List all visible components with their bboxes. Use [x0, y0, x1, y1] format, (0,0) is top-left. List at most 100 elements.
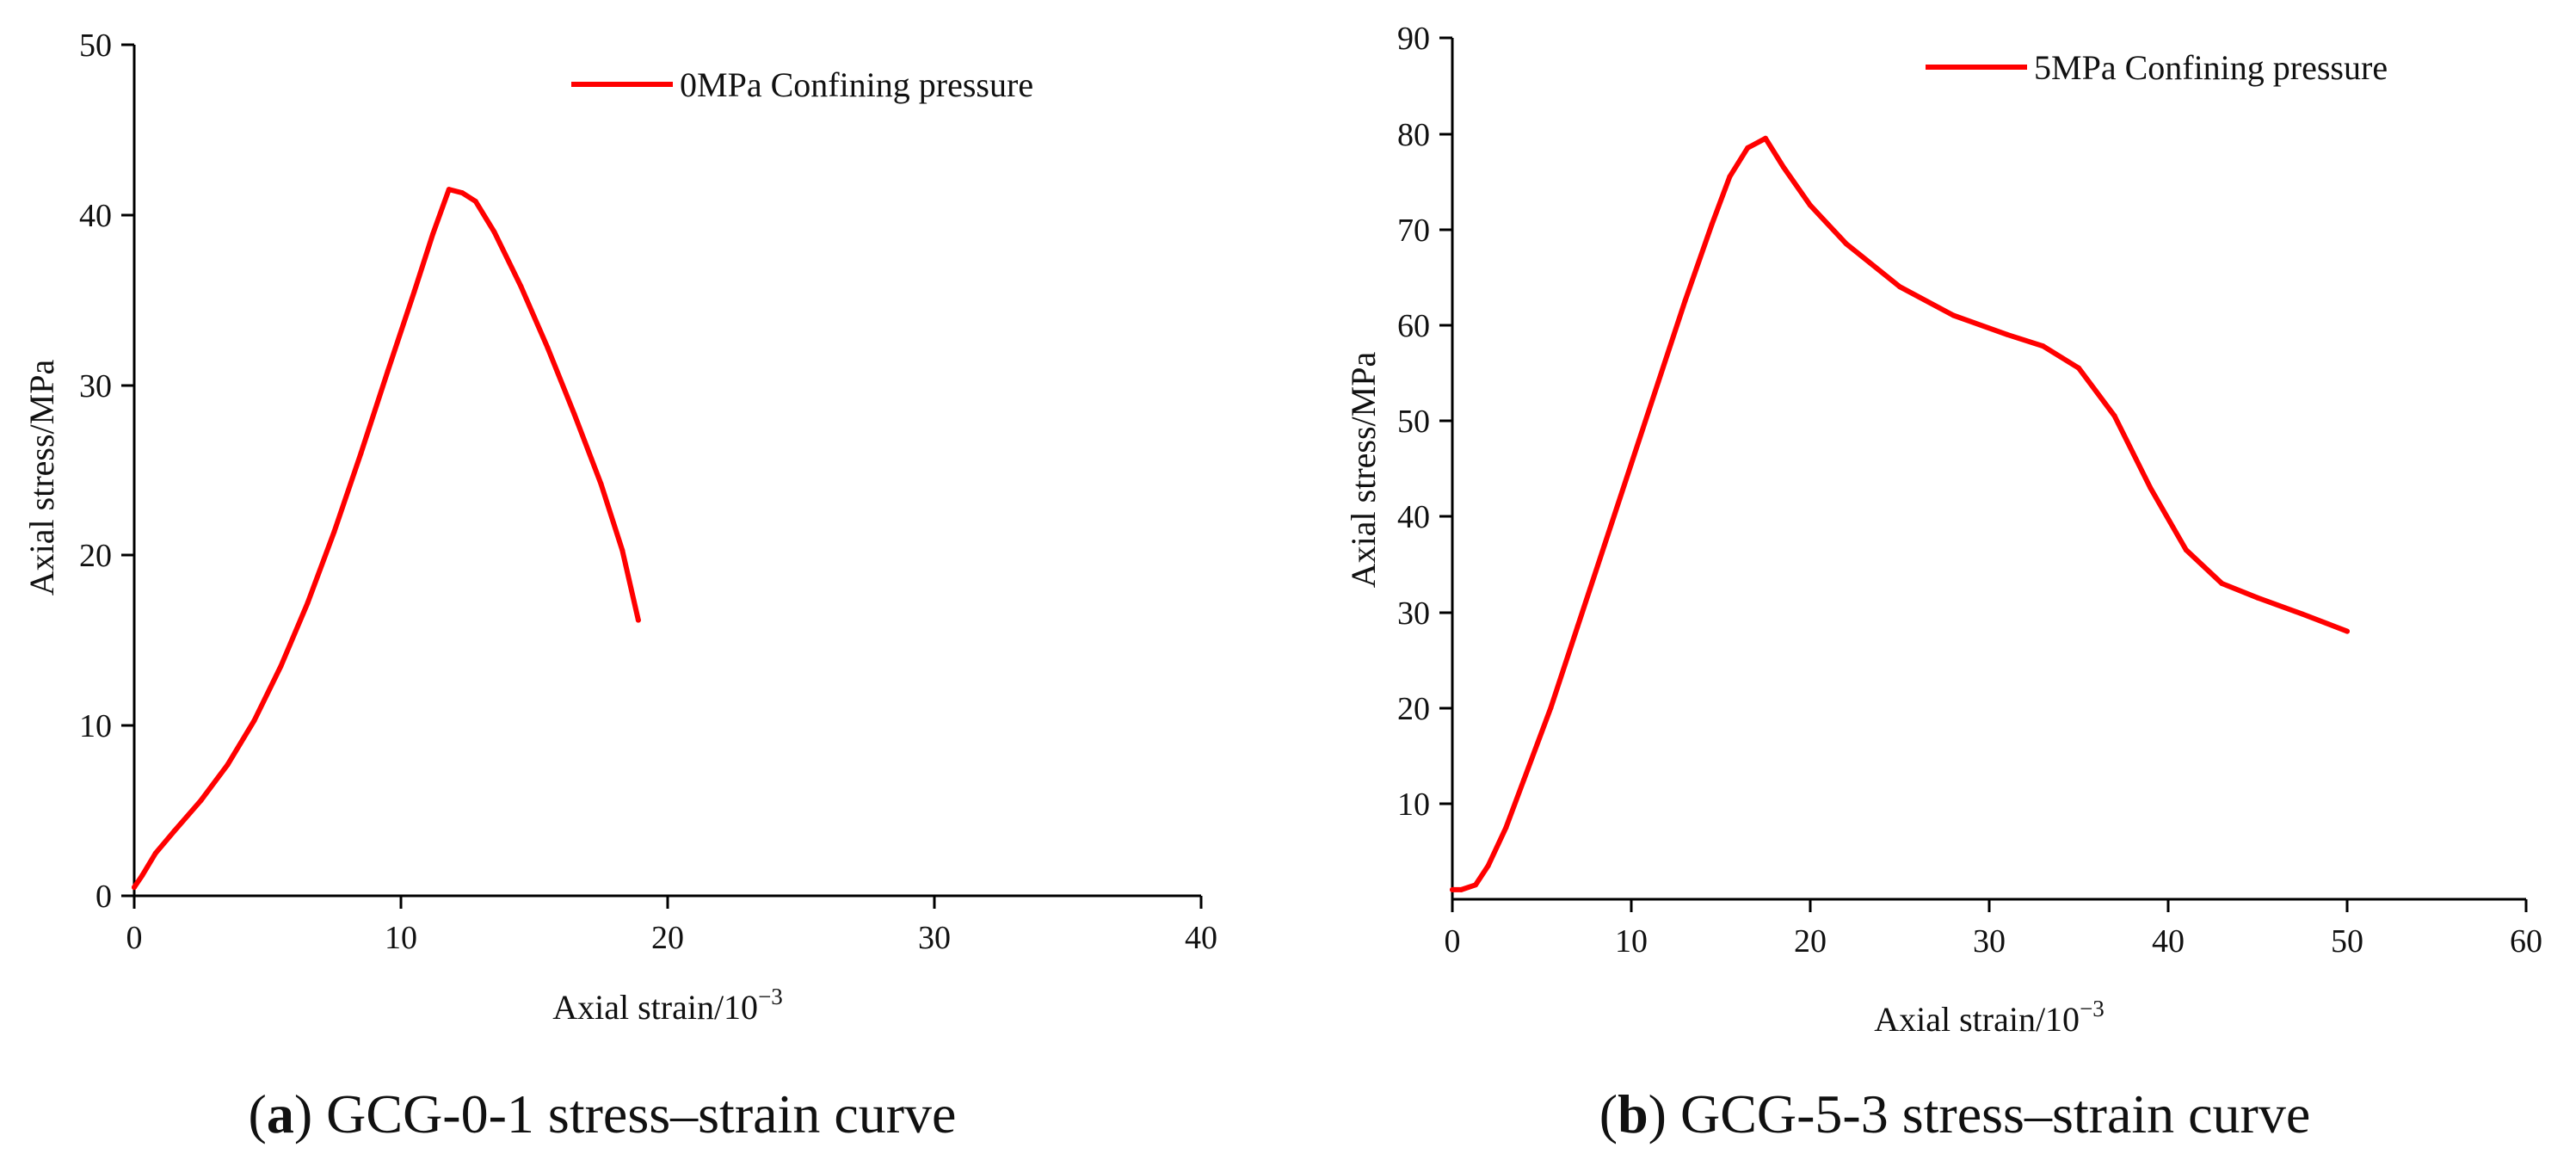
chart-a-data-point: [491, 229, 497, 235]
chart-a-y-tick-label: 10: [79, 708, 112, 744]
chart-b-legend: 5MPa Confining pressure: [1926, 48, 2388, 87]
chart-b-x-tick-label: 30: [1973, 923, 2006, 959]
chart-a-data-point: [446, 187, 452, 193]
chart-a-y-axis-label: Axial stress/MPa: [22, 360, 61, 596]
chart-b-data-point: [1950, 312, 1957, 318]
chart-b-data-point: [1897, 284, 1902, 290]
chart-a-caption: (a) GCG-0-1 stress–strain curve: [249, 1083, 957, 1145]
chart-b-y-tick-label: 70: [1397, 213, 1430, 249]
chart-a-y-tick-label: 20: [79, 538, 112, 574]
chart-b-data-point: [1629, 460, 1634, 466]
chart-b-x-axis-label: Axial strain/10−3: [1874, 996, 2105, 1039]
chart-b-data-point: [2300, 611, 2305, 617]
chart-b-data-point: [1780, 164, 1786, 170]
chart-b-y-tick-label: 60: [1397, 308, 1430, 344]
chart-b-data-point: [2076, 365, 2081, 371]
chart-a-x-tick-label: 30: [918, 920, 951, 956]
chart-a-series-line: [132, 187, 641, 891]
chart-b-x-tick-label: 20: [1794, 923, 1827, 959]
chart-a-data-points: [132, 187, 641, 891]
chart-a-x-tick-label: 40: [1185, 920, 1217, 956]
chart-b-data-point: [1548, 705, 1554, 711]
chart-b-data-point: [1682, 298, 1688, 304]
chart-b-y-tick-label: 20: [1397, 691, 1430, 727]
chart-a-data-point: [305, 600, 311, 606]
chart-a-data-point: [331, 528, 337, 534]
chart-a-data-point: [385, 368, 391, 374]
chart-a-data-point: [132, 885, 137, 891]
chart-b-data-point: [1709, 221, 1715, 227]
chart-b-data-point: [1808, 202, 1813, 208]
chart-b-data-point: [1450, 886, 1455, 892]
chart-b-y-tick-label: 10: [1397, 787, 1430, 823]
chart-b-x-ticks: 0 10 20 30 40 50 60: [1445, 899, 2542, 959]
chart-a-y-tick-label: 30: [79, 368, 112, 404]
chart-b-data-point: [1601, 542, 1607, 548]
chart-b-legend-label: 5MPa Confining pressure: [2034, 48, 2388, 87]
chart-b-y-axis-label: Axial stress/MPa: [1344, 352, 1383, 589]
chart-b-y-tick-label: 30: [1397, 595, 1430, 632]
chart-a-data-point: [635, 617, 641, 623]
chart-a-y-ticks: 0 10 20 30 40 50: [79, 28, 134, 915]
chart-a-y-tick-label: 0: [96, 879, 112, 915]
chart-b-x-tick-label: 10: [1615, 923, 1648, 959]
chart-b-data-point: [2345, 628, 2350, 634]
chart-a-x-axis-label: Axial strain/10−3: [552, 984, 783, 1027]
chart-b-x-tick-label: 0: [1445, 923, 1461, 959]
chart-a-data-point: [619, 547, 626, 553]
chart-b-data-point: [2255, 595, 2260, 601]
chart-b-data-point: [2148, 484, 2154, 491]
chart-a-data-point: [545, 345, 551, 351]
chart-b-data-point: [1843, 241, 1849, 247]
chart-b-data-point: [1655, 379, 1661, 386]
chart-b-data-point: [1458, 886, 1464, 892]
chart-a: 0 10 20 30 40 0 10 20 30 40 50 Axial str…: [22, 28, 1217, 1145]
chart-a-data-point: [459, 190, 465, 196]
chart-a-data-point: [251, 718, 257, 724]
chart-a-data-point: [198, 798, 204, 804]
chart-a-legend-label: 0MPa Confining pressure: [680, 65, 1033, 104]
chart-b-data-point: [2111, 413, 2117, 419]
chart-b-data-point: [1727, 174, 1733, 180]
chart-b-series-line: [1450, 135, 2350, 892]
chart-b-y-tick-label: 90: [1397, 21, 1430, 57]
chart-a-data-point: [598, 481, 604, 487]
chart-b-data-point: [1745, 145, 1751, 151]
chart-b-caption: (b) GCG-5-3 stress–strain curve: [1599, 1083, 2311, 1145]
chart-b: 0 10 20 30 40 50 60 10 20 30 40 50 60 70…: [1344, 21, 2542, 1145]
chart-b-data-point: [2004, 331, 2010, 337]
chart-b-data-point: [1575, 624, 1581, 629]
chart-b-x-axis-label-base: Axial strain/10: [1874, 1000, 2080, 1039]
chart-a-x-ticks: 0 10 20 30 40: [126, 896, 1217, 956]
chart-a-caption-letter: a: [267, 1083, 294, 1145]
chart-a-y-tick-label: 50: [79, 28, 112, 64]
chart-a-x-axis-label-exponent: −3: [758, 984, 783, 1009]
chart-b-y-tick-label: 50: [1397, 404, 1430, 440]
chart-a-caption-text: GCG-0-1 stress–strain curve: [326, 1083, 956, 1145]
chart-a-data-point: [472, 199, 478, 204]
chart-b-data-point: [1473, 882, 1478, 888]
chart-a-data-point: [411, 288, 417, 294]
chart-a-data-point: [571, 411, 577, 417]
chart-a-legend: 0MPa Confining pressure: [571, 65, 1033, 104]
chart-b-x-tick-label: 40: [2152, 923, 2185, 959]
chart-a-x-tick-label: 0: [126, 920, 143, 956]
chart-b-y-tick-label: 80: [1397, 117, 1430, 153]
chart-a-data-point: [171, 828, 177, 834]
chart-a-y-tick-label: 40: [79, 198, 112, 234]
chart-a-data-point: [139, 873, 145, 879]
chart-b-data-point: [1503, 824, 1509, 830]
chart-b-data-point: [2219, 581, 2225, 586]
chart-a-data-point: [152, 850, 158, 856]
chart-a-data-point: [358, 450, 364, 456]
chart-b-caption-text: GCG-5-3 stress–strain curve: [1680, 1083, 2310, 1145]
chart-b-x-axis-label-exponent: −3: [2080, 996, 2105, 1021]
chart-b-data-point: [2183, 547, 2189, 552]
chart-b-caption-letter: b: [1618, 1083, 1649, 1145]
chart-b-x-tick-label: 50: [2331, 923, 2363, 959]
chart-b-x-tick-label: 60: [2510, 923, 2542, 959]
chart-b-y-ticks: 10 20 30 40 50 60 70 80 90: [1397, 21, 1452, 823]
chart-b-data-point: [1763, 135, 1768, 141]
chart-a-data-point: [225, 762, 231, 768]
